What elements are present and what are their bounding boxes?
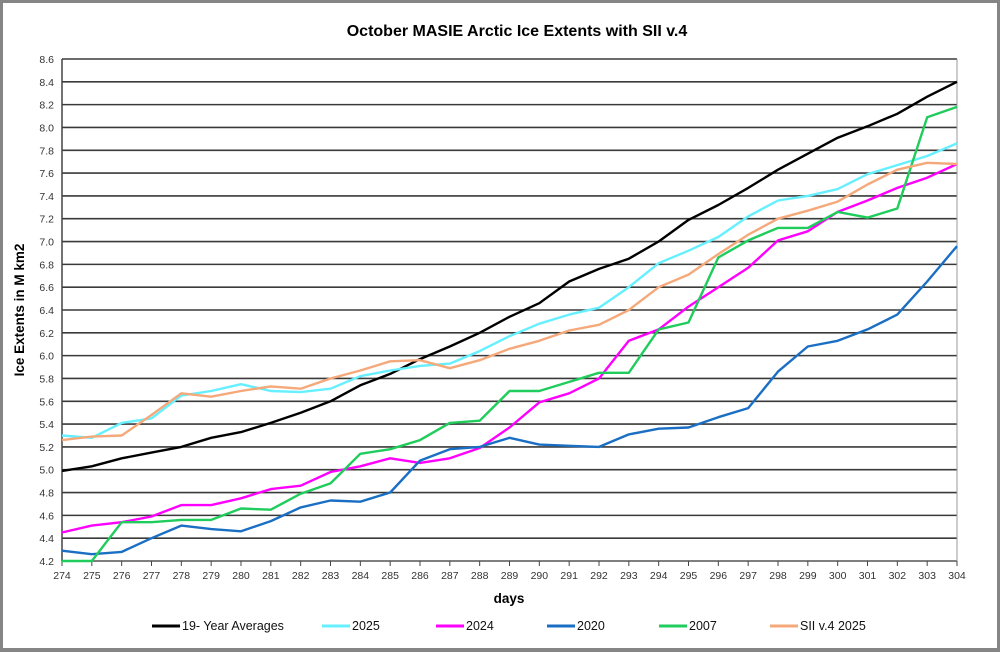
y-tick-label: 6.2 — [39, 328, 54, 340]
y-tick-label: 6.0 — [39, 351, 54, 363]
chart-title: October MASIE Arctic Ice Extents with SI… — [347, 23, 688, 40]
legend-label: 2020 — [577, 619, 605, 633]
legend-label: SII v.4 2025 — [800, 619, 866, 633]
legend-item: 2024 — [436, 619, 494, 633]
x-tick-label: 284 — [352, 570, 370, 582]
series-line-2007 — [62, 105, 958, 563]
series-line-19-year-averages — [61, 80, 958, 473]
y-tick-label: 5.2 — [39, 442, 54, 454]
legend-item: 19- Year Averages — [152, 619, 284, 633]
x-tick-label: 293 — [620, 570, 638, 582]
legend: 19- Year Averages 2025 2024 2020 2007 SII v.4… — [152, 619, 866, 633]
y-tick-label: 7.2 — [39, 214, 54, 226]
x-tick-label: 281 — [262, 570, 280, 582]
x-tick-label: 274 — [53, 570, 71, 582]
x-tick-label: 282 — [292, 570, 310, 582]
x-tick-label: 280 — [232, 570, 250, 582]
legend-label: 2025 — [352, 619, 380, 633]
x-tick-label: 301 — [859, 570, 877, 582]
x-tick-label: 303 — [918, 570, 936, 582]
y-tick-label: 7.0 — [39, 237, 54, 249]
legend-label: 19- Year Averages — [182, 619, 284, 633]
y-tick-label: 8.4 — [39, 77, 54, 89]
series-line-sii-v-4-2025 — [61, 161, 958, 442]
x-tick-label: 297 — [739, 570, 757, 582]
y-tick-label: 5.8 — [39, 373, 54, 385]
y-tick-label: 4.6 — [39, 510, 54, 522]
y-tick-label: 7.6 — [39, 168, 54, 180]
x-tick-label: 295 — [680, 570, 698, 582]
x-tick-label: 278 — [173, 570, 191, 582]
x-tick-label: 299 — [799, 570, 817, 582]
y-tick-label: 8.0 — [39, 122, 54, 134]
x-tick-label: 283 — [322, 570, 340, 582]
x-tick-label: 275 — [83, 570, 101, 582]
legend-label: 2024 — [466, 619, 494, 633]
legend-item: 2007 — [659, 619, 717, 633]
legend-item: 2025 — [322, 619, 380, 633]
legend-item: 2020 — [547, 619, 605, 633]
x-tick-label: 288 — [471, 570, 489, 582]
legend-label: 2007 — [689, 619, 717, 633]
x-tick-label: 304 — [948, 570, 966, 582]
y-tick-labels: 4.2 4.4 4.6 4.8 5.0 5.2 5.4 5.6 5.8 6.0 6.2 6.4 6.6 6… — [39, 54, 54, 568]
y-tick-label: 4.4 — [39, 533, 54, 545]
x-tick-label: 287 — [441, 570, 459, 582]
y-tick-label: 4.2 — [39, 556, 54, 568]
y-tick-label: 8.6 — [39, 54, 54, 66]
series-lines — [61, 80, 958, 563]
y-tick-label: 7.8 — [39, 145, 54, 157]
x-tick-label: 294 — [650, 570, 668, 582]
x-axis-title: days — [494, 591, 525, 606]
legend-item: SII v.4 2025 — [770, 619, 866, 633]
y-tick-label: 4.8 — [39, 488, 54, 500]
y-tick-label: 5.0 — [39, 465, 54, 477]
x-tick-label: 302 — [889, 570, 907, 582]
series-line-2024 — [61, 162, 958, 534]
x-tick-label: 300 — [829, 570, 847, 582]
x-tick-label: 290 — [531, 570, 549, 582]
x-tick-labels: 274 275 276 277 278 279 280 281 282 283 284 285 286 2… — [53, 561, 966, 582]
x-tick-label: 292 — [590, 570, 608, 582]
x-tick-label: 286 — [411, 570, 429, 582]
x-tick-label: 277 — [143, 570, 161, 582]
x-tick-label: 289 — [501, 570, 519, 582]
x-tick-label: 276 — [113, 570, 131, 582]
y-tick-label: 6.6 — [39, 282, 54, 294]
x-tick-label: 291 — [560, 570, 578, 582]
series-line-2020 — [61, 245, 958, 556]
x-tick-label: 296 — [710, 570, 728, 582]
x-tick-label: 279 — [202, 570, 220, 582]
series-line-2025 — [61, 142, 958, 439]
y-tick-label: 6.8 — [39, 259, 54, 271]
y-tick-label: 6.4 — [39, 305, 54, 317]
y-tick-label: 5.6 — [39, 396, 54, 408]
x-tick-label: 298 — [769, 570, 787, 582]
y-tick-label: 7.4 — [39, 191, 54, 203]
y-tick-label: 8.2 — [39, 100, 54, 112]
y-tick-label: 5.4 — [39, 419, 54, 431]
grid-lines — [61, 58, 958, 562]
y-axis-title: Ice Extents in M km2 — [12, 244, 27, 377]
x-tick-label: 285 — [381, 570, 399, 582]
